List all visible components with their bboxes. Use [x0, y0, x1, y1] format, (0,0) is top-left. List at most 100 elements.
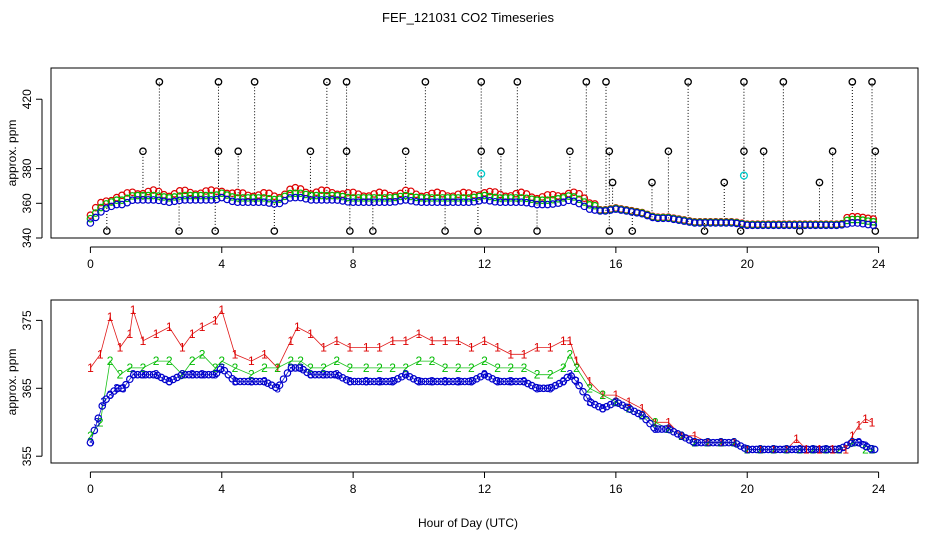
bottom-series-3-circle: [129, 370, 138, 379]
bottom-series-3-circle: [650, 423, 658, 432]
bottom-series-2-point: 2: [117, 368, 124, 382]
bottom-series-3-point: 3: [307, 368, 314, 382]
bottom-series-3-circle: [823, 445, 832, 454]
bottom-series-2-point: 2: [678, 429, 685, 443]
top-series-3-point: [501, 198, 510, 207]
top-series-3-point: [612, 205, 620, 213]
bottom-series-3-circle: [224, 370, 233, 379]
top-series-2-point: [517, 194, 526, 202]
top-series-2-point: [428, 194, 436, 202]
bottom-spike-point: [346, 227, 354, 235]
top-series-2-point: [522, 194, 531, 203]
bottom-series-1-point: 1: [560, 334, 567, 348]
bottom-series-3-point: 3: [107, 388, 114, 402]
bottom-series-3-circle: [626, 405, 635, 414]
top-series-2-point: [449, 194, 457, 202]
top-series-3-point: [375, 198, 384, 207]
mid-spike-point: [234, 147, 243, 156]
bottom-series-3-circle: [441, 377, 449, 386]
top-series-3-point: [349, 198, 357, 207]
bottom-series-3-circle: [839, 443, 847, 452]
bottom-series-3-point: 3: [120, 381, 127, 395]
bottom-series-1-point: 1: [389, 334, 396, 348]
top-series-3-point: [717, 219, 725, 227]
bottom-series-3-circle: [480, 370, 489, 379]
top-series-2-point: [533, 196, 541, 204]
bottom-series-3-circle: [457, 377, 465, 386]
bottom-series-3-circle: [161, 375, 170, 384]
high-spike-point: [684, 78, 692, 86]
bottom-series-3-circle: [520, 377, 528, 386]
top-series-3-point: [149, 196, 158, 204]
top-panel: 0 4 8 12 16 20 24 340 360 380 420 approx. ppm: [5, 67, 919, 271]
bottom-series-3-circle: [555, 379, 564, 388]
bottom-series-2-point: 2: [836, 442, 843, 456]
bottom-series-3-point: 3: [599, 402, 606, 416]
bottom-series-3-circle: [189, 370, 197, 379]
bottom-series-3-circle: [252, 377, 260, 386]
top-marks: [86, 78, 880, 235]
top-series-3-point: [633, 209, 641, 217]
top-series-2-point: [312, 191, 321, 200]
top-series-3-point: [312, 196, 321, 204]
bottom-series-3-circle: [539, 384, 548, 393]
bottom-series-1-point: 1: [199, 320, 206, 334]
top-series-1-point: [543, 191, 552, 199]
top-series-3-point: [585, 205, 594, 213]
high-spike-point: [477, 78, 486, 86]
bottom-series-3-circle: [393, 374, 402, 383]
top-series-2-point: [554, 194, 562, 203]
bottom-series-3-circle: [232, 377, 241, 386]
bottom-series-3-circle: [141, 370, 150, 379]
bottom-series-3-circle: [342, 376, 351, 384]
low-spike-point: [608, 178, 617, 187]
bottom-series-3-point: 3: [376, 375, 383, 389]
bottom-series-3-circle: [788, 445, 796, 454]
bottom-series-2-point: 2: [718, 436, 725, 450]
bottom-series-3-point: 3: [796, 442, 803, 456]
top-x-axis: 0 4 8 12 16 20 24: [87, 246, 886, 271]
bottom-series-1-point: 1: [232, 347, 239, 361]
bottom-series-1-point: 1: [363, 341, 370, 355]
top-series-2-point: [91, 209, 100, 217]
mid-spike-point: [342, 147, 351, 156]
bottom-series-3-circle: [330, 370, 339, 379]
bottom-series-3-circle: [721, 438, 729, 447]
top-series-1-point: [149, 186, 158, 194]
top-x-tick-label: 16: [609, 257, 623, 271]
bottom-series-3-circle: [323, 370, 331, 379]
bottom-series-2-point: 2: [823, 442, 830, 456]
top-series-3-point: [533, 200, 541, 209]
top-series-1-point: [433, 188, 442, 197]
bottom-series-3-circle: [413, 377, 422, 385]
bottom-series-3-circle: [472, 374, 481, 383]
bottom-series-1-point: 1: [793, 432, 800, 446]
top-series-1-point: [128, 188, 137, 197]
top-series-3-point: [380, 198, 389, 207]
top-series-3-point: [664, 214, 673, 223]
top-y-axis: 340 360 380 420: [20, 89, 43, 248]
bottom-series-3-circle: [665, 425, 674, 434]
bottom-series-3-point: 3: [87, 436, 94, 450]
bottom-series-3-circle: [417, 377, 426, 386]
bottom-series-3-circle: [476, 372, 485, 381]
top-y-tick-label: 340: [20, 228, 34, 248]
top-series-3-point: [617, 206, 625, 214]
bottom-series-1-point: 1: [573, 354, 580, 368]
bottom-series-3-circle: [200, 370, 209, 379]
bottom-series-3-point: 3: [586, 395, 593, 409]
bottom-series-3-circle: [685, 436, 694, 444]
high-spike-point: [848, 78, 857, 86]
bottom-series-3-circle: [784, 445, 792, 454]
top-x-tick-label: 8: [350, 257, 357, 271]
bottom-series-3-circle: [807, 445, 816, 454]
bottom-series-3-point: 3: [704, 436, 711, 450]
bottom-y-tick-label: 355: [20, 446, 34, 466]
top-series-1-point: [97, 198, 105, 207]
top-series-2-point: [338, 192, 347, 201]
bottom-series-3-point: 3: [639, 408, 646, 422]
bottom-series-3-circle: [799, 445, 808, 454]
top-series-3-point: [165, 198, 174, 207]
top-series-2-point: [365, 194, 373, 202]
